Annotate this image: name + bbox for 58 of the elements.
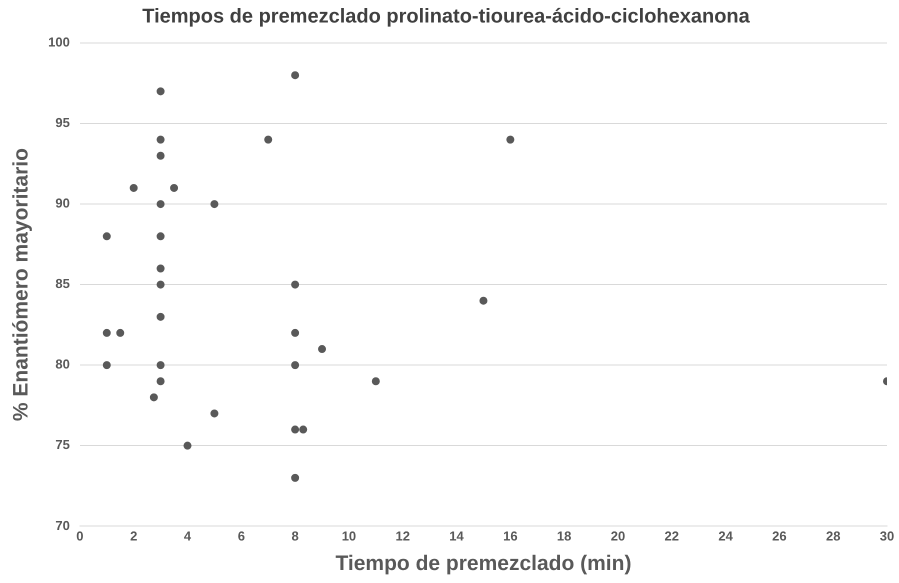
point [156,264,165,272]
point [210,409,218,418]
point [372,377,380,386]
y-tick-label: 100 [48,34,70,50]
x-tick-label: 28 [826,528,840,544]
point [291,426,300,434]
y-tick-label: 95 [55,115,70,130]
x-tick-label: 30 [880,528,894,544]
point [150,393,158,402]
point [156,361,165,370]
point [156,280,165,289]
point [264,136,272,144]
y-tick-label: 75 [55,437,70,452]
point [210,200,218,208]
x-tick-label: 24 [718,528,734,544]
x-tick-label: 2 [130,528,138,544]
point [479,296,488,305]
point [318,345,326,354]
x-tick-label: 12 [396,528,410,544]
point [156,136,165,144]
x-tick-label: 16 [503,528,518,544]
x-tick-label: 14 [449,528,465,544]
point [102,232,111,240]
y-tick-label: 85 [55,276,70,292]
x-tick-label: 18 [556,528,572,544]
x-tick-label: 6 [238,528,245,544]
x-tick-label: 10 [342,528,356,544]
point [184,442,192,450]
y-tick-label: 90 [55,196,70,211]
chart-title: Tiempos de premezclado prolinato-tiourea-ácido-ciclohexanona [142,6,751,28]
point [156,377,165,386]
point [156,152,165,160]
point [156,87,165,96]
x-tick-label: 22 [664,528,680,544]
x-tick-label: 26 [772,528,787,544]
point [102,361,111,370]
point [170,184,178,192]
point [156,200,165,208]
point [156,232,165,240]
point [299,426,308,434]
point [156,312,165,321]
point [291,71,300,80]
point [291,474,300,482]
point [506,136,514,144]
point [102,328,111,337]
y-tick-label: 80 [55,356,70,372]
x-axis-title: Tiempo de premezclado (min) [335,552,632,576]
y-tick-label: 70 [55,518,70,533]
x-tick-label: 20 [610,528,626,544]
x-tick-label: 4 [184,528,192,544]
point [116,328,124,337]
point [291,361,300,370]
point [291,328,300,337]
x-tick-label: 0 [76,528,84,544]
y-axis-title: % Enantiómero mayoritario [9,148,32,422]
x-tick-label: 8 [292,528,299,544]
point [130,184,138,192]
point [291,280,300,289]
